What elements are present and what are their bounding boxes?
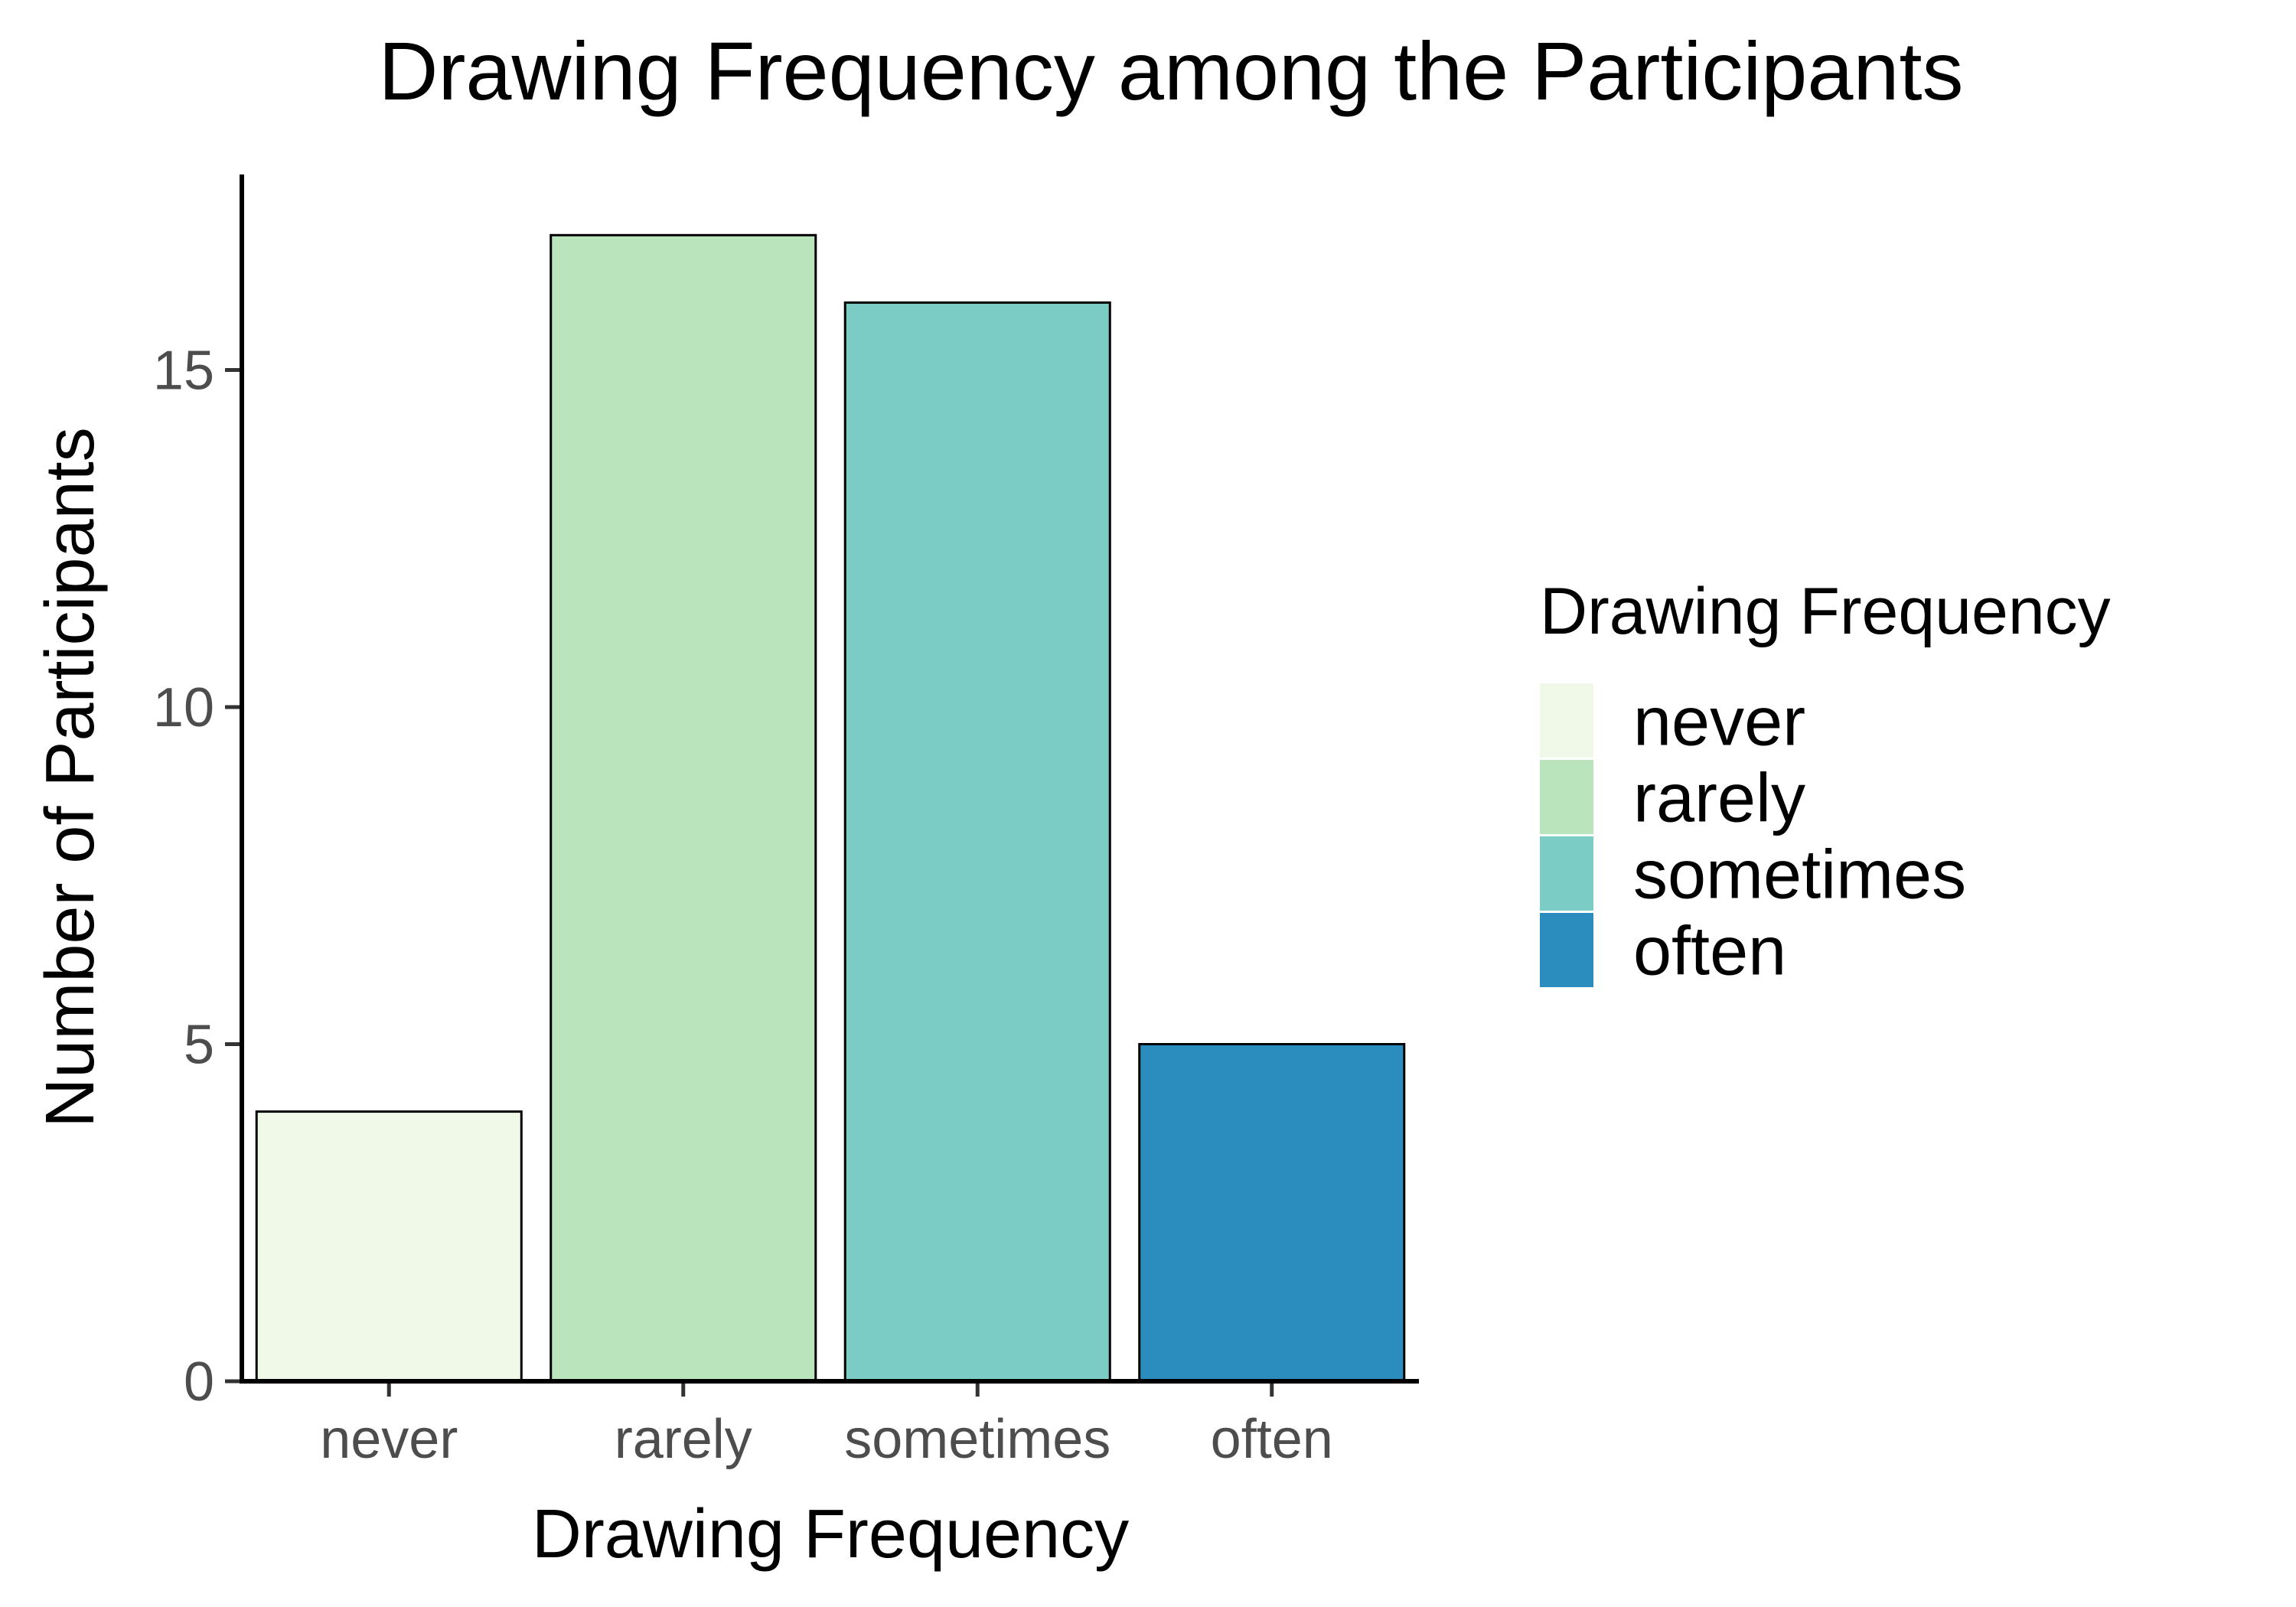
x-tick-label-sometimes: sometimes — [844, 1409, 1110, 1470]
bar-rarely — [550, 233, 817, 1383]
legend-key-often — [1540, 913, 1593, 987]
x-tick-label-never: never — [320, 1409, 458, 1470]
legend-key-rarely — [1540, 760, 1593, 834]
x-tick-label-rarely: rarely — [615, 1409, 752, 1470]
x-tick-label-often: often — [1211, 1409, 1333, 1470]
legend-label-sometimes: sometimes — [1633, 837, 1966, 914]
bar-sometimes — [843, 301, 1111, 1383]
legend-key-never — [1540, 683, 1593, 758]
bar-often — [1138, 1043, 1406, 1383]
y-tick-label-15: 15 — [153, 341, 214, 402]
x-axis-title: Drawing Frequency — [532, 1496, 1129, 1573]
y-tick-label-10: 10 — [153, 677, 214, 738]
y-tick-label-0: 0 — [184, 1351, 214, 1413]
legend-label-never: never — [1633, 684, 1805, 761]
bars — [255, 233, 1406, 1383]
legend-title: Drawing Frequency — [1540, 575, 2111, 648]
axis-ticks: never rarely sometimes often 0 5 10 15 — [153, 341, 1333, 1471]
y-axis-title: Number of Participants — [32, 427, 109, 1127]
legend-key-sometimes — [1540, 836, 1593, 911]
legend-label-often: often — [1633, 914, 1786, 990]
y-tick-label-5: 5 — [184, 1015, 214, 1076]
chart-title: Drawing Frequency among the Participants — [378, 24, 1963, 117]
bar-never — [255, 1110, 523, 1383]
legend-label-rarely: rarely — [1633, 761, 1805, 837]
